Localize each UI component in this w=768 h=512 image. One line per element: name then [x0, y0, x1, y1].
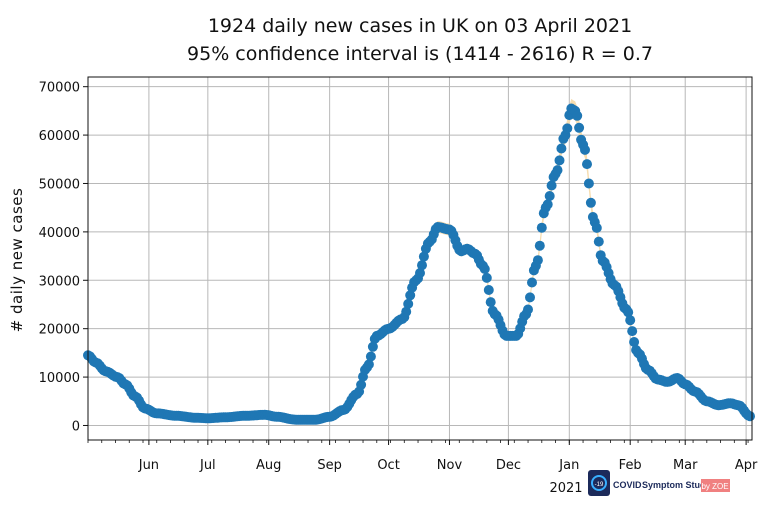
data-point	[367, 341, 378, 352]
data-point	[583, 178, 594, 189]
data-point	[525, 292, 535, 303]
data-point	[544, 191, 555, 201]
data-point	[591, 222, 602, 233]
data-point	[523, 304, 533, 315]
data-point	[527, 277, 537, 288]
data-point	[418, 251, 429, 262]
x-tick-label: Sep	[317, 458, 342, 473]
y-tick-label: 50000	[39, 177, 80, 192]
data-point	[552, 165, 563, 176]
x-tick-label: Nov	[437, 458, 463, 473]
data-point	[415, 268, 425, 278]
data-point	[534, 240, 545, 251]
zoe-badge-text: by ZOE	[701, 482, 728, 491]
data-point	[532, 255, 543, 266]
data-point	[627, 326, 638, 337]
data-point	[745, 411, 755, 422]
y-axis-label: # daily new cases	[8, 188, 26, 333]
data-point	[585, 197, 596, 208]
data-point	[625, 315, 636, 326]
y-axis-ticks: 0 10000 20000 30000 40000 50000 60000 70000	[39, 81, 88, 434]
data-point	[562, 123, 573, 134]
chart-subtitle: 95% confidence interval is (1414 - 2616)…	[187, 43, 653, 65]
y-tick-label: 0	[72, 419, 80, 434]
data-point	[485, 297, 496, 308]
y-tick-label: 70000	[39, 81, 80, 96]
y-tick-label: 20000	[39, 323, 80, 338]
chart-title: 1924 daily new cases in UK on 03 April 2…	[208, 15, 632, 37]
x-tick-label: Jan	[558, 458, 579, 473]
data-point	[483, 285, 494, 295]
x-axis-ticks: Jun Jul Aug Sep Oct Nov Dec Jan Feb Mar Apr	[87, 440, 758, 473]
data-point	[623, 307, 634, 318]
y-tick-label: 40000	[39, 226, 80, 241]
data-point	[536, 222, 547, 233]
year-label: 2021	[549, 481, 582, 496]
data-point	[403, 298, 414, 309]
y-tick-label: 60000	[39, 129, 80, 144]
data-point	[556, 143, 567, 154]
x-tick-label: Aug	[256, 458, 281, 473]
data-point	[554, 155, 565, 166]
covid-symptom-study-logo: -19 COVID Symptom Study by ZOE	[588, 470, 730, 496]
data-point	[481, 272, 492, 283]
data-point	[479, 264, 490, 274]
grid-lines	[88, 77, 752, 440]
x-tick-label: Feb	[619, 458, 642, 473]
x-tick-label: Dec	[496, 458, 521, 473]
zoe-badge	[701, 479, 730, 492]
data-point	[405, 290, 416, 301]
data-point	[580, 144, 590, 155]
logo-icon	[588, 470, 610, 496]
y-tick-label: 30000	[39, 274, 80, 289]
x-tick-label: Mar	[673, 458, 698, 473]
data-point	[572, 110, 583, 121]
x-tick-label: Jun	[138, 458, 159, 473]
plot-frame	[87, 76, 753, 441]
x-tick-label: Oct	[377, 458, 399, 473]
data-point	[363, 359, 374, 370]
data-point	[629, 337, 640, 347]
data-point	[365, 351, 376, 362]
y-tick-label: 10000	[39, 371, 80, 386]
data-point	[593, 236, 604, 247]
data-points	[83, 103, 755, 425]
logo-brand-right: Symptom Study	[642, 480, 711, 490]
data-point	[401, 306, 412, 317]
logo-ring-icon	[591, 475, 607, 491]
data-point	[417, 260, 427, 271]
logo-icon-text: -19	[595, 482, 604, 488]
data-point	[546, 180, 557, 191]
data-point	[582, 159, 592, 170]
x-tick-label: Apr	[735, 458, 758, 473]
data-point	[356, 379, 367, 390]
logo-brand-left: COVID	[613, 480, 642, 490]
x-tick-label: Jul	[199, 458, 216, 473]
data-point	[542, 199, 553, 210]
data-point	[574, 122, 585, 133]
